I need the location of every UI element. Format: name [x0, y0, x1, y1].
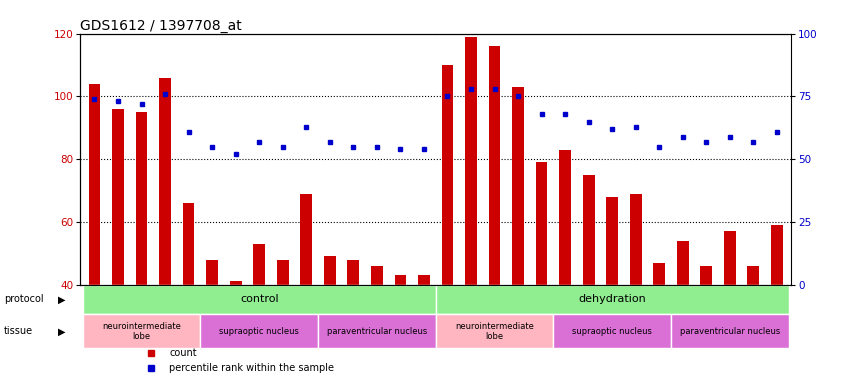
Bar	[324, 256, 336, 285]
Bar	[253, 244, 265, 285]
Text: count: count	[169, 348, 197, 358]
Bar	[436, 285, 788, 314]
Text: control: control	[240, 294, 278, 304]
Text: tissue: tissue	[4, 326, 33, 336]
Bar	[277, 260, 288, 285]
Bar	[230, 282, 242, 285]
Text: ▶: ▶	[58, 294, 65, 304]
Bar	[512, 87, 524, 285]
Bar	[465, 37, 477, 285]
Bar	[113, 109, 124, 285]
Bar	[629, 194, 641, 285]
Bar	[748, 266, 759, 285]
Text: GDS1612 / 1397708_at: GDS1612 / 1397708_at	[80, 19, 242, 33]
Bar	[89, 84, 101, 285]
Bar	[671, 314, 788, 348]
Bar	[83, 285, 436, 314]
Bar	[418, 275, 430, 285]
Bar	[436, 314, 553, 348]
Text: neurointermediate
lobe: neurointermediate lobe	[102, 322, 181, 341]
Bar	[300, 194, 312, 285]
Text: dehydration: dehydration	[579, 294, 646, 304]
Text: neurointermediate
lobe: neurointermediate lobe	[455, 322, 534, 341]
Bar	[677, 241, 689, 285]
Bar	[183, 203, 195, 285]
Text: percentile rank within the sample: percentile rank within the sample	[169, 363, 334, 373]
Bar	[489, 46, 500, 285]
Bar	[394, 275, 406, 285]
Bar	[318, 314, 436, 348]
Bar	[201, 314, 318, 348]
Bar	[348, 260, 360, 285]
Bar	[724, 231, 736, 285]
Bar	[135, 112, 147, 285]
Bar	[653, 262, 665, 285]
Bar	[607, 197, 618, 285]
Bar	[206, 260, 218, 285]
Text: ▶: ▶	[58, 326, 65, 336]
Text: supraoptic nucleus: supraoptic nucleus	[572, 327, 652, 336]
Bar	[159, 78, 171, 285]
Text: paraventricular nucleus: paraventricular nucleus	[679, 327, 780, 336]
Bar	[771, 225, 783, 285]
Bar	[553, 314, 671, 348]
Bar	[583, 175, 595, 285]
Text: paraventricular nucleus: paraventricular nucleus	[327, 327, 427, 336]
Bar	[559, 150, 571, 285]
Bar	[536, 162, 547, 285]
Bar	[700, 266, 712, 285]
Bar	[442, 65, 453, 285]
Bar	[371, 266, 382, 285]
Text: supraoptic nucleus: supraoptic nucleus	[219, 327, 299, 336]
Text: protocol: protocol	[4, 294, 44, 304]
Bar	[83, 314, 201, 348]
